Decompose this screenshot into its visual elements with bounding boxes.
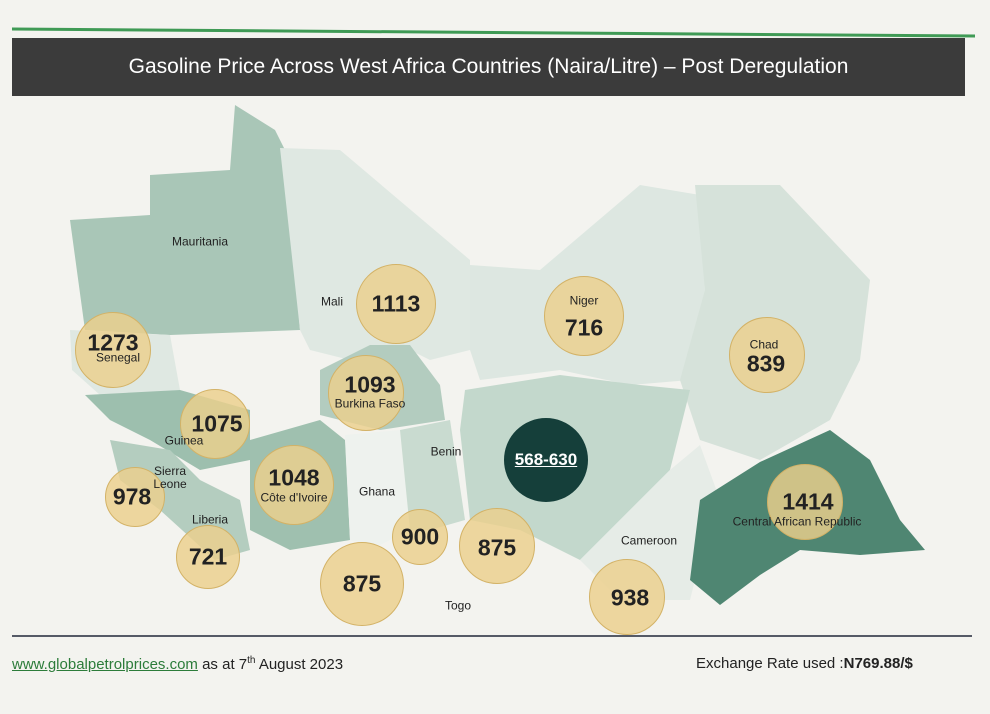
price-label: 1414: [782, 488, 834, 515]
footer-right: Exchange Rate used :N769.88/$: [696, 655, 913, 672]
country-label: Mauritania: [171, 234, 229, 249]
price-label: 978: [112, 483, 152, 510]
date-rest: August 2023: [258, 656, 344, 673]
price-label: 1273: [87, 329, 139, 356]
price-bubble: [356, 264, 436, 344]
date-prefix: as at 7: [202, 656, 248, 673]
price-bubble: [254, 445, 334, 525]
price-bubble: [105, 467, 165, 527]
price-label: 875: [342, 570, 382, 597]
top-rule: [11, 27, 976, 38]
title: Gasoline Price Across West Africa Countr…: [12, 38, 965, 96]
country-label: Chad: [749, 337, 779, 352]
country-label: Liberia: [191, 512, 229, 527]
price-bubble: [459, 508, 535, 584]
price-label: 1093: [344, 371, 396, 398]
exchange-label: Exchange Rate used :: [696, 655, 844, 672]
price-label: 1113: [371, 290, 421, 317]
price-bubble: [504, 418, 588, 502]
price-bubble: [320, 542, 404, 626]
price-bubble: [392, 509, 448, 565]
exchange-value: N769.88/$: [843, 655, 913, 672]
country-label: Cameroon: [620, 533, 678, 548]
region-benin: [400, 420, 465, 530]
price-bubble: [75, 312, 151, 388]
price-bubble: [767, 464, 843, 540]
price-label: 900: [400, 523, 440, 550]
price-bubble: [176, 525, 240, 589]
country-label: Burkina Faso: [334, 396, 406, 411]
price-label: 568-630: [514, 450, 578, 469]
price-label: 875: [477, 534, 517, 561]
price-bubble: [589, 559, 665, 635]
price-label: 721: [188, 543, 228, 570]
price-label: 1075: [191, 410, 243, 437]
price-label: 839: [746, 350, 786, 377]
source-link[interactable]: www.globalpetrolprices.com: [12, 656, 198, 673]
country-label: Côte d'Ivoire: [260, 490, 328, 505]
price-label: 716: [564, 314, 604, 341]
country-label: Ghana: [358, 484, 396, 499]
price-bubble: [544, 276, 624, 356]
country-label: Sierra Leone: [153, 464, 187, 491]
date-suffix: th: [247, 655, 256, 666]
footer-left: www.globalpetrolprices.com as at 7th Aug…: [12, 655, 343, 673]
price-bubble: [328, 355, 404, 431]
country-label: Niger: [569, 293, 599, 308]
region-ghana: [345, 430, 410, 545]
region-mauritania: [70, 105, 300, 335]
country-label: Senegal: [95, 350, 141, 365]
price-bubble: [180, 389, 250, 459]
price-bubble: [729, 317, 805, 393]
price-label: 938: [610, 584, 650, 611]
country-label: Central African Republic: [732, 514, 862, 529]
price-label: 1048: [268, 464, 320, 491]
country-label: Togo: [444, 598, 472, 613]
country-label: Benin: [430, 444, 462, 459]
country-label: Mali: [320, 294, 344, 309]
country-label: Guinea: [164, 433, 204, 448]
